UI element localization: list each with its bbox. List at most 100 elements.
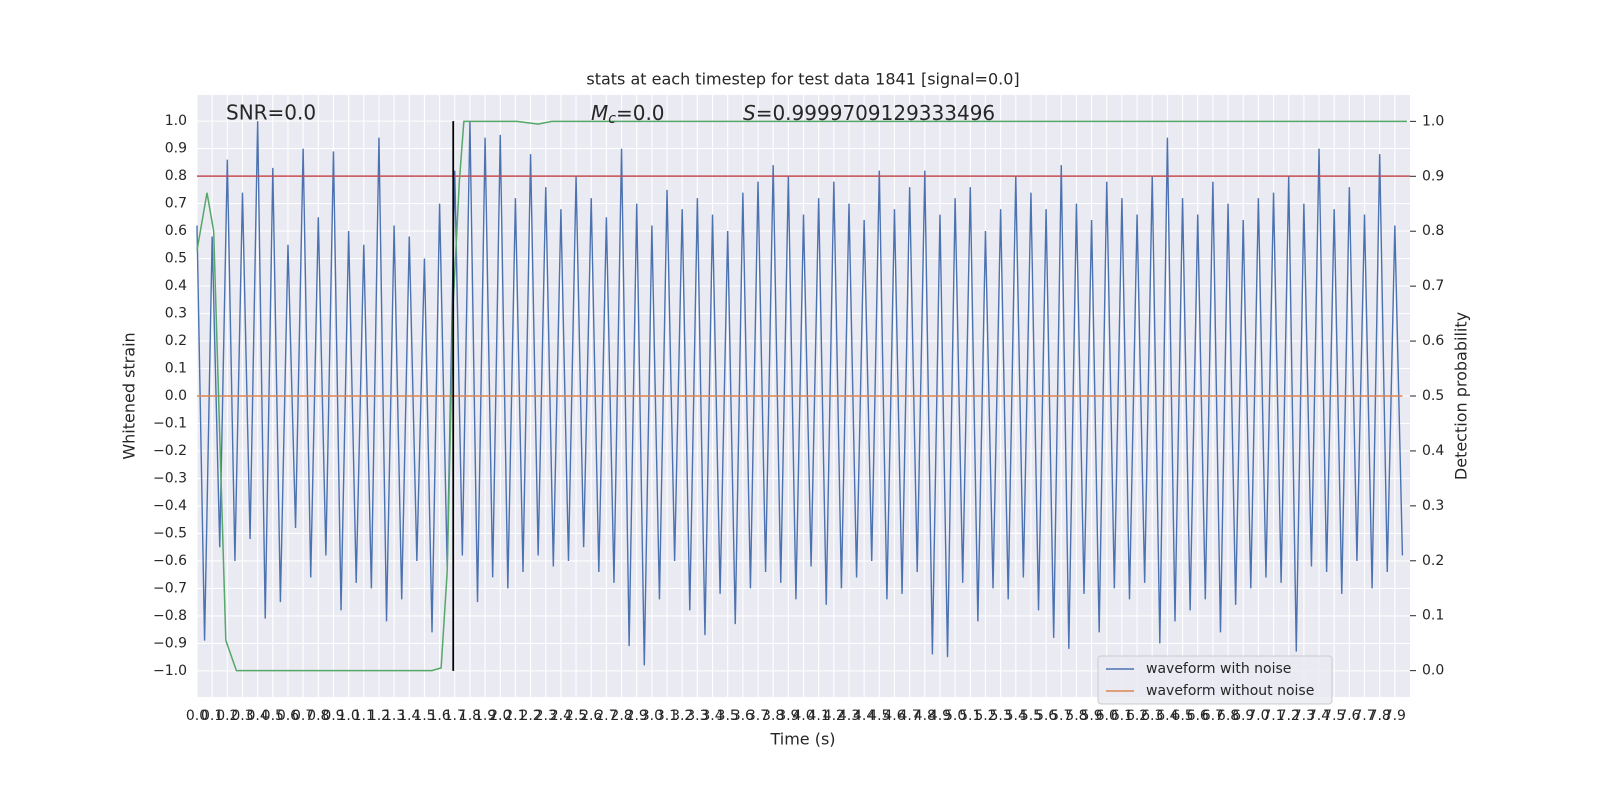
y-tick-label: 0.7 <box>165 196 187 212</box>
y-axis-label: Whitened strain <box>120 332 139 459</box>
y2-tick-label: 0.2 <box>1422 553 1444 569</box>
x-tick-label: 4.3 <box>838 708 860 724</box>
y-tick-label: 0.3 <box>165 306 187 322</box>
x-tick-label: 2.0 <box>489 708 511 724</box>
x-tick-label: 7.6 <box>1338 708 1360 724</box>
x-tick-label: 0.5 <box>262 708 284 724</box>
x-tick-label: 7.7 <box>1353 708 1375 724</box>
y2-tick-label: 0.3 <box>1422 498 1444 514</box>
x-tick-label: 5.4 <box>1005 708 1027 724</box>
probability-line <box>196 120 1407 672</box>
x-tick-label: 6.0 <box>1096 708 1118 724</box>
x-tick-label: 4.2 <box>823 708 845 724</box>
x-tick-label: 3.7 <box>747 708 769 724</box>
marks <box>196 120 1410 672</box>
x-tick-label: 2.8 <box>610 708 632 724</box>
y-tick-label: 0.8 <box>165 168 187 184</box>
x-tick-label: 1.6 <box>428 708 450 724</box>
x-tick-label: 7.8 <box>1369 708 1391 724</box>
y-tick-label: −0.1 <box>153 415 187 431</box>
y2-tick-label: 0.7 <box>1422 278 1444 294</box>
y-tick-label: 0.4 <box>165 278 187 294</box>
y-tick-label: −0.7 <box>153 580 187 596</box>
y-tick-label: 0.5 <box>165 251 187 267</box>
y-tick-label: 0.9 <box>165 141 187 157</box>
x-tick-label: 1.4 <box>398 708 420 724</box>
x-tick-label: 1.3 <box>383 708 405 724</box>
x-tick-label: 5.9 <box>1080 708 1102 724</box>
x-tick-label: 5.5 <box>1020 708 1042 724</box>
x-tick-label: 0.2 <box>216 708 238 724</box>
y-tick-label: 0.1 <box>165 361 187 377</box>
y-tick-label: −0.6 <box>153 553 187 569</box>
x-tick-label: 1.1 <box>353 708 375 724</box>
x-tick-label: 1.9 <box>474 708 496 724</box>
x-tick-label: 0.1 <box>201 708 223 724</box>
chart-title: stats at each timestep for test data 184… <box>586 70 1019 89</box>
x-tick-label: 6.2 <box>1126 708 1148 724</box>
x-tick-label: 3.0 <box>641 708 663 724</box>
x-tick-label: 6.1 <box>1111 708 1133 724</box>
x-tick-label: 6.6 <box>1187 708 1209 724</box>
y2-tick-label: 0.4 <box>1422 443 1444 459</box>
x-tick-label: 3.8 <box>762 708 784 724</box>
y2-tick-label: 0.5 <box>1422 388 1444 404</box>
x-tick-label: 5.0 <box>944 708 966 724</box>
y-tick-label: −0.5 <box>153 525 187 541</box>
y2-tick-label: 0.8 <box>1422 223 1444 239</box>
x-tick-label: 1.0 <box>337 708 359 724</box>
x-tick-label: 0.3 <box>231 708 253 724</box>
legend-label: waveform with noise <box>1146 661 1291 677</box>
x-tick-label: 7.4 <box>1308 708 1330 724</box>
x-tick-label: 3.6 <box>732 708 754 724</box>
x-tick-label: 5.7 <box>1050 708 1072 724</box>
x-tick-label: 3.3 <box>686 708 708 724</box>
y-tick-label: −0.4 <box>153 498 187 514</box>
x-tick-label: 0.8 <box>307 708 329 724</box>
y2-tick-label: 0.6 <box>1422 333 1444 349</box>
x-tick-label: 4.0 <box>792 708 814 724</box>
mc-subscript: c <box>608 111 616 127</box>
x-tick-label: 2.4 <box>550 708 572 724</box>
x-tick-label: 7.5 <box>1323 708 1345 724</box>
y-tick-label: −0.2 <box>153 443 187 459</box>
x-tick-label: 5.3 <box>989 708 1011 724</box>
x-tick-label: 2.1 <box>504 708 526 724</box>
x-tick-label: 0.9 <box>322 708 344 724</box>
x-tick-label: 1.8 <box>459 708 481 724</box>
x-tick-label: 7.2 <box>1278 708 1300 724</box>
y-tick-label: 1.0 <box>165 113 187 129</box>
x-tick-label: 2.5 <box>565 708 587 724</box>
y-tick-label: −1.0 <box>153 663 187 679</box>
y2-tick-label: 0.0 <box>1422 663 1444 679</box>
x-tick-label: 1.5 <box>413 708 435 724</box>
x-tick-label: 4.4 <box>853 708 875 724</box>
x-tick-label: 0.0 <box>186 708 208 724</box>
x-tick-label: 4.6 <box>883 708 905 724</box>
x-tick-label: 4.5 <box>868 708 890 724</box>
y-tick-label: 0.0 <box>165 388 187 404</box>
x-tick-label: 2.3 <box>535 708 557 724</box>
x-tick-label: 6.8 <box>1217 708 1239 724</box>
y2-axis-label: Detection probability <box>1452 312 1471 480</box>
x-tick-label: 6.7 <box>1202 708 1224 724</box>
x-tick-label: 2.2 <box>519 708 541 724</box>
x-tick-label: 2.9 <box>626 708 648 724</box>
x-tick-label: 4.9 <box>929 708 951 724</box>
x-tick-label: 3.5 <box>717 708 739 724</box>
x-tick-label: 6.9 <box>1232 708 1254 724</box>
legend: waveform with noise waveform without nois… <box>1097 655 1333 705</box>
s-annotation: S=0.9999709129333496 <box>743 101 995 125</box>
legend-label: waveform without noise <box>1146 683 1314 699</box>
x-tick-label: 4.8 <box>914 708 936 724</box>
x-tick-label: 5.2 <box>974 708 996 724</box>
x-tick-label: 3.1 <box>656 708 678 724</box>
x-tick-label: 6.3 <box>1141 708 1163 724</box>
x-axis-label: Time (s) <box>769 730 835 749</box>
x-tick-label: 2.6 <box>580 708 602 724</box>
x-tick-label: 3.2 <box>671 708 693 724</box>
snr-annotation: SNR=0.0 <box>226 101 316 125</box>
x-tick-label: 7.1 <box>1262 708 1284 724</box>
x-tick-label: 0.7 <box>292 708 314 724</box>
